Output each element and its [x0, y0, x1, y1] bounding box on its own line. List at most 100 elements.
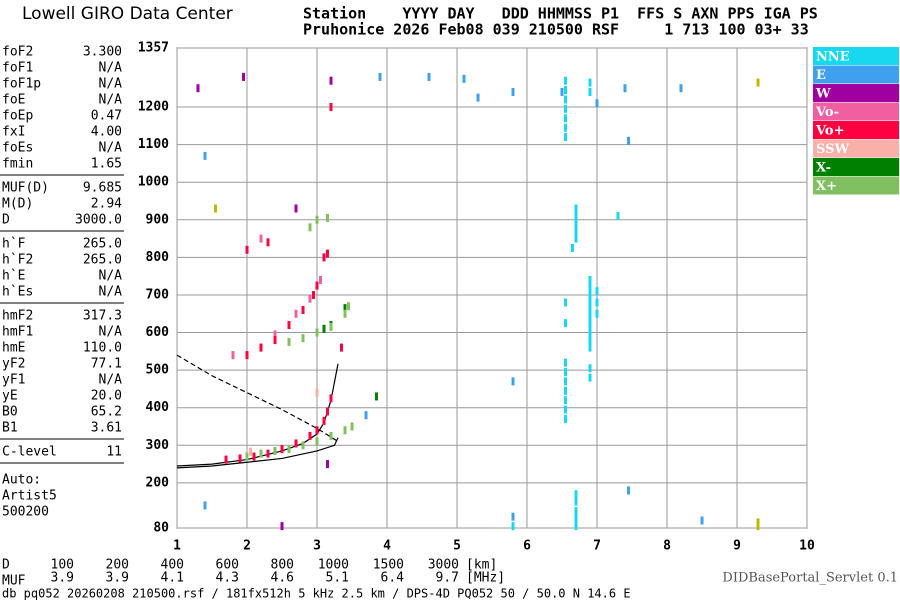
- y-tick-label: 1357: [138, 41, 169, 56]
- echo-point: [280, 445, 284, 454]
- echo-point: [301, 441, 305, 450]
- param-value: 265.0: [83, 237, 122, 252]
- echo-point: [294, 204, 298, 213]
- param-name: MUF(D): [2, 181, 49, 196]
- echo-point: [574, 212, 578, 221]
- echo-point: [588, 87, 592, 96]
- echo-point: [238, 454, 242, 463]
- param-name: hmF2: [2, 309, 33, 324]
- echo-point: [564, 414, 567, 423]
- param-value: 317.3: [83, 309, 122, 324]
- echo-point: [588, 313, 592, 322]
- footer-muf: 4.6: [271, 571, 294, 586]
- y-tick-label: 900: [146, 212, 170, 227]
- echo-point: [308, 294, 312, 303]
- param-value: N/A: [99, 93, 123, 108]
- footer-d: 1000: [318, 558, 349, 573]
- param-name: h`F2: [2, 253, 33, 268]
- legend-label: X-: [816, 161, 831, 176]
- footer-muf-label: MUF: [2, 574, 26, 589]
- echo-point: [574, 234, 578, 243]
- echo-point: [343, 304, 347, 313]
- echo-point: [564, 405, 567, 414]
- footer-d: 1500: [373, 558, 404, 573]
- echo-point: [511, 377, 515, 386]
- legend-label: Vo+: [815, 124, 844, 139]
- footer-d: 400: [161, 558, 184, 573]
- param-value: N/A: [99, 285, 123, 300]
- echo-point: [564, 123, 567, 132]
- echo-point: [259, 343, 263, 352]
- echo-point: [462, 74, 466, 83]
- header-line: Station YYYY DAY DDD HHMMSS P1 FFS S AXN…: [303, 5, 818, 23]
- param-name: M(D): [2, 197, 33, 212]
- param-name: fmin: [2, 157, 33, 172]
- echo-point: [511, 512, 515, 521]
- echo-point: [280, 522, 284, 531]
- legend-label: SSW: [816, 142, 849, 157]
- param-value: 110.0: [83, 341, 122, 356]
- legend-swatch: [813, 84, 899, 102]
- param-name: hmE: [2, 341, 25, 356]
- legend-label: W: [815, 87, 831, 102]
- echo-point: [756, 78, 760, 87]
- param-value: 2.94: [91, 197, 122, 212]
- legend-swatch: [813, 176, 899, 195]
- legend-label: NNE: [816, 50, 850, 65]
- echo-point: [574, 490, 578, 499]
- param-name: h`F: [2, 237, 26, 252]
- echo-point: [564, 133, 567, 142]
- param-name: yF1: [2, 373, 25, 388]
- param-value: 20.0: [91, 389, 122, 404]
- auto-text: Auto:: [2, 473, 41, 488]
- echo-point: [574, 497, 578, 506]
- echo-point: [319, 275, 322, 284]
- echo-point: [315, 437, 319, 446]
- param-name: foEs: [2, 141, 33, 156]
- echo-point: [756, 522, 760, 531]
- echo-point: [700, 516, 704, 525]
- echo-point: [564, 319, 567, 328]
- param-name: foE: [2, 93, 25, 108]
- echo-point: [322, 253, 326, 262]
- echo-point: [564, 386, 567, 395]
- echo-point: [245, 351, 249, 360]
- footer-d-label: D: [2, 558, 10, 573]
- echo-point: [378, 72, 382, 81]
- param-value: 77.1: [91, 357, 122, 372]
- echo-point: [322, 416, 326, 425]
- x-tick-label: 1: [173, 539, 181, 554]
- echo-point: [301, 334, 305, 343]
- x-tick-label: 4: [383, 539, 391, 554]
- param-value: 65.2: [91, 405, 122, 420]
- echo-point: [588, 321, 592, 330]
- legend-swatch: [813, 158, 899, 176]
- param-name: yF2: [2, 357, 25, 372]
- echo-point: [273, 336, 277, 345]
- echo-point: [214, 204, 217, 213]
- echo-point: [627, 486, 630, 495]
- echo-point: [266, 238, 270, 247]
- echo-point: [224, 455, 228, 464]
- footer-d: 3000: [428, 558, 459, 573]
- echo-point: [588, 336, 592, 345]
- echo-point: [564, 86, 567, 95]
- param-name: foEp: [2, 109, 33, 124]
- y-tick-label: 600: [146, 325, 170, 340]
- legend-swatch: [813, 47, 899, 65]
- echo-point: [326, 407, 329, 416]
- x-tick-label: 3: [313, 539, 321, 554]
- echo-point: [476, 93, 480, 102]
- footer-d: 100: [51, 558, 74, 573]
- echo-point: [588, 78, 592, 87]
- echo-point: [588, 328, 592, 337]
- echo-point: [326, 249, 329, 258]
- x-tick-label: 5: [453, 539, 461, 554]
- echo-point: [273, 446, 277, 455]
- footer-muf: 6.4: [381, 571, 405, 586]
- echo-point: [322, 324, 326, 333]
- legend-swatch: [813, 102, 899, 121]
- plot-frame: [176, 47, 808, 529]
- echo-point: [588, 290, 592, 299]
- param-value: 9.685: [83, 181, 122, 196]
